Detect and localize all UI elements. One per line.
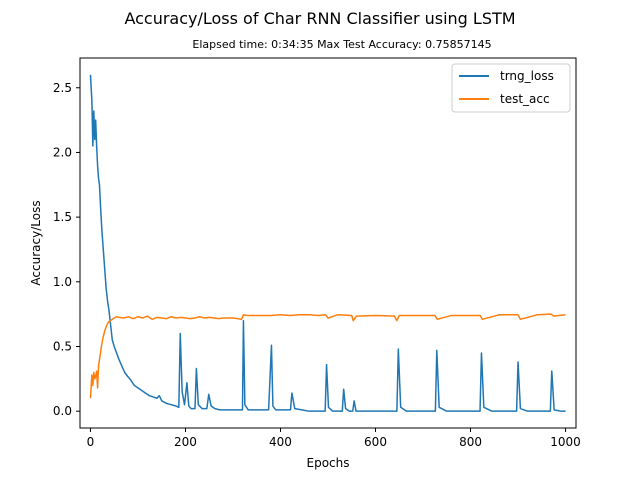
x-tick-label: 1000	[550, 435, 581, 449]
series-layer	[89, 74, 566, 412]
x-tick-label: 400	[269, 435, 292, 449]
legend-label-trng-loss: trng_loss	[500, 69, 554, 83]
y-tick-label: 1.5	[53, 210, 72, 224]
y-tick-label: 1.0	[53, 275, 72, 289]
legend: trng_loss test_acc	[451, 63, 571, 113]
series-line-test-acc	[89, 313, 566, 399]
series-line-trng-loss	[89, 74, 566, 412]
y-tick-label: 2.5	[53, 81, 72, 95]
x-axis-label: Epochs	[307, 456, 350, 470]
y-axis: 0.0 0.5 1.0 1.5 2.0 2.5	[53, 81, 80, 418]
chart-title: Accuracy/Loss of Char RNN Classifier usi…	[124, 9, 515, 28]
y-tick-label: 0.0	[53, 404, 72, 418]
chart-subtitle: Elapsed time: 0:34:35 Max Test Accuracy:…	[192, 38, 491, 51]
y-tick-label: 2.0	[53, 145, 72, 159]
y-tick-label: 0.5	[53, 339, 72, 353]
y-axis-label: Accuracy/Loss	[29, 200, 43, 285]
plot-frame	[79, 57, 577, 429]
x-tick-label: 200	[174, 435, 197, 449]
x-tick-label: 0	[87, 435, 95, 449]
x-axis: 0 200 400 600 800 1000	[87, 428, 581, 449]
x-tick-label: 600	[364, 435, 387, 449]
x-tick-label: 800	[459, 435, 482, 449]
legend-label-test-acc: test_acc	[500, 92, 550, 106]
